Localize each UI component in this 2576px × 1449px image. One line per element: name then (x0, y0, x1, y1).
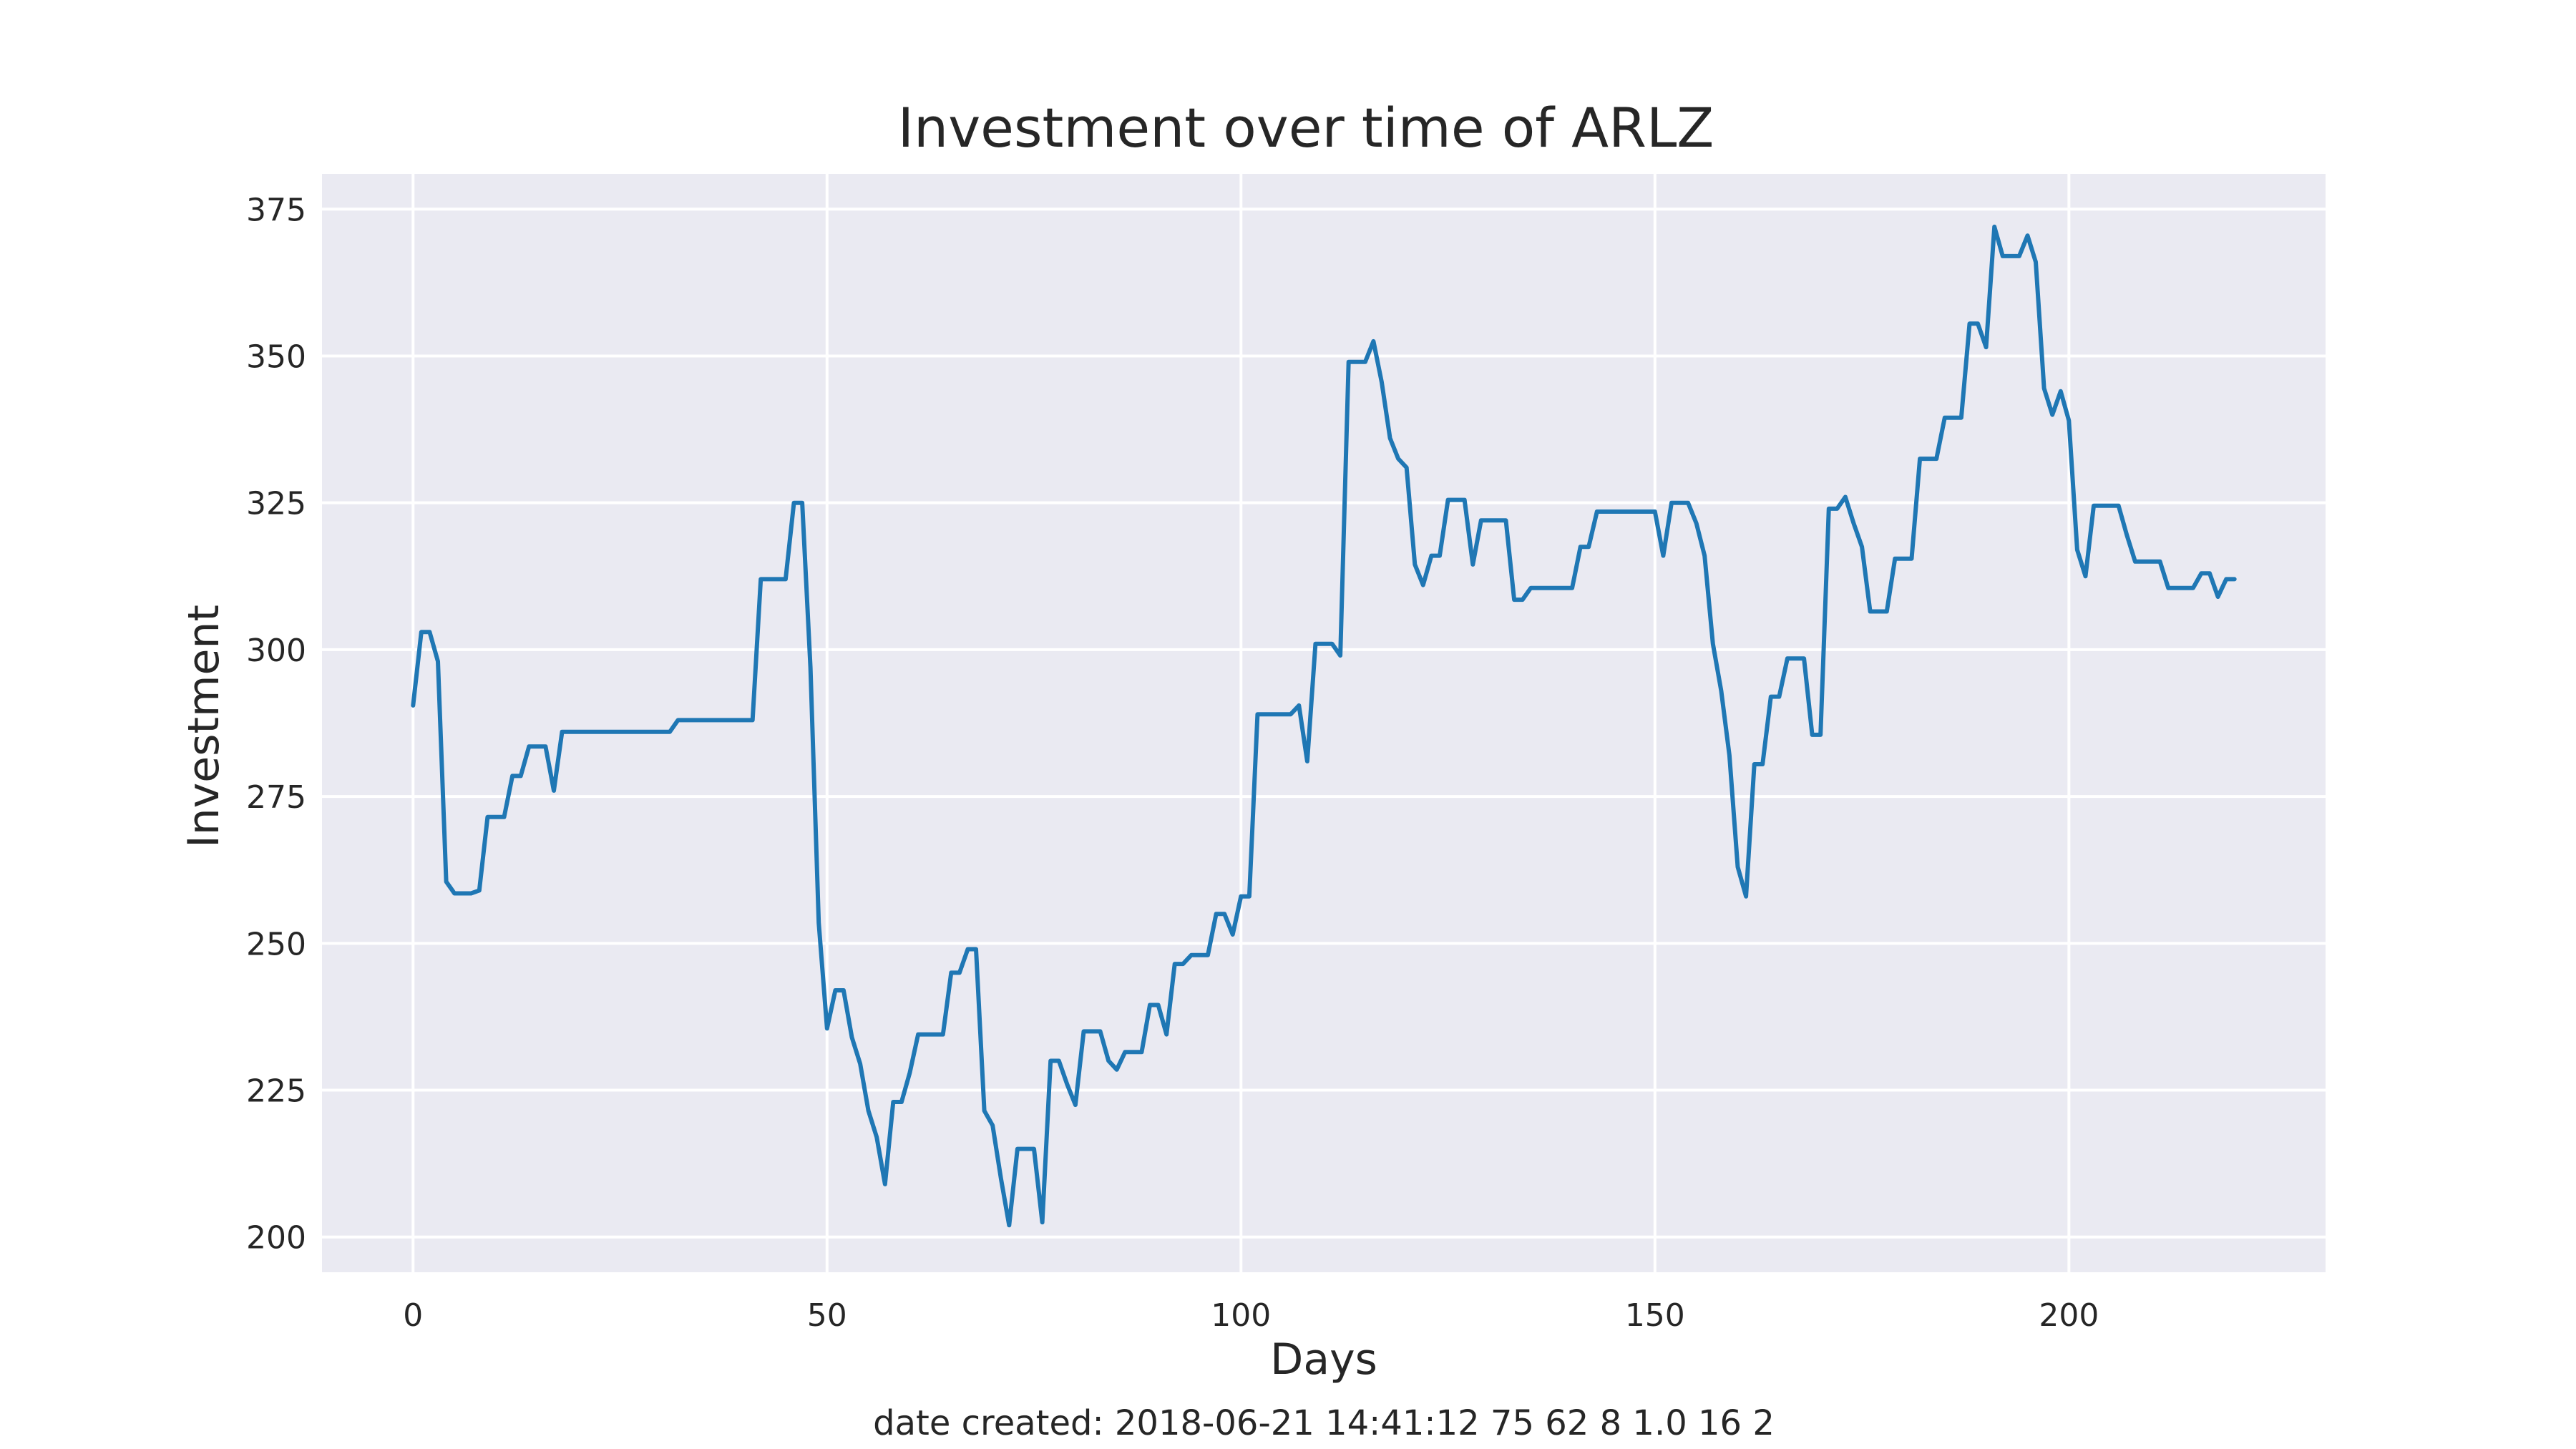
y-tick-label: 225 (246, 1073, 306, 1110)
y-tick-label: 200 (246, 1220, 306, 1257)
y-tick-labels: 200 225 250 275 300 325 350 375 (246, 192, 306, 1256)
y-tick-label: 325 (246, 486, 306, 522)
grid (322, 174, 2326, 1272)
y-axis-label: Investment (179, 605, 229, 848)
y-tick-label: 275 (246, 779, 306, 816)
x-tick-labels: 0 50 100 150 200 (403, 1297, 2099, 1334)
x-tick-label: 100 (1211, 1297, 1271, 1334)
x-axis-label: Days (1270, 1335, 1377, 1385)
y-tick-label: 375 (246, 192, 306, 228)
x-tick-label: 50 (807, 1297, 847, 1334)
y-tick-label: 300 (246, 633, 306, 669)
plot-area (322, 174, 2326, 1272)
x-tick-label: 200 (2039, 1297, 2099, 1334)
series-line (411, 224, 2237, 1228)
y-tick-label: 250 (246, 926, 306, 962)
chart-title: Investment over time of ARLZ (898, 96, 1714, 160)
footer-text: date created: 2018-06-21 14:41:12 75 62 … (873, 1403, 1775, 1443)
x-tick-label: 0 (403, 1297, 423, 1334)
x-tick-label: 150 (1625, 1297, 1685, 1334)
y-tick-label: 350 (246, 338, 306, 375)
